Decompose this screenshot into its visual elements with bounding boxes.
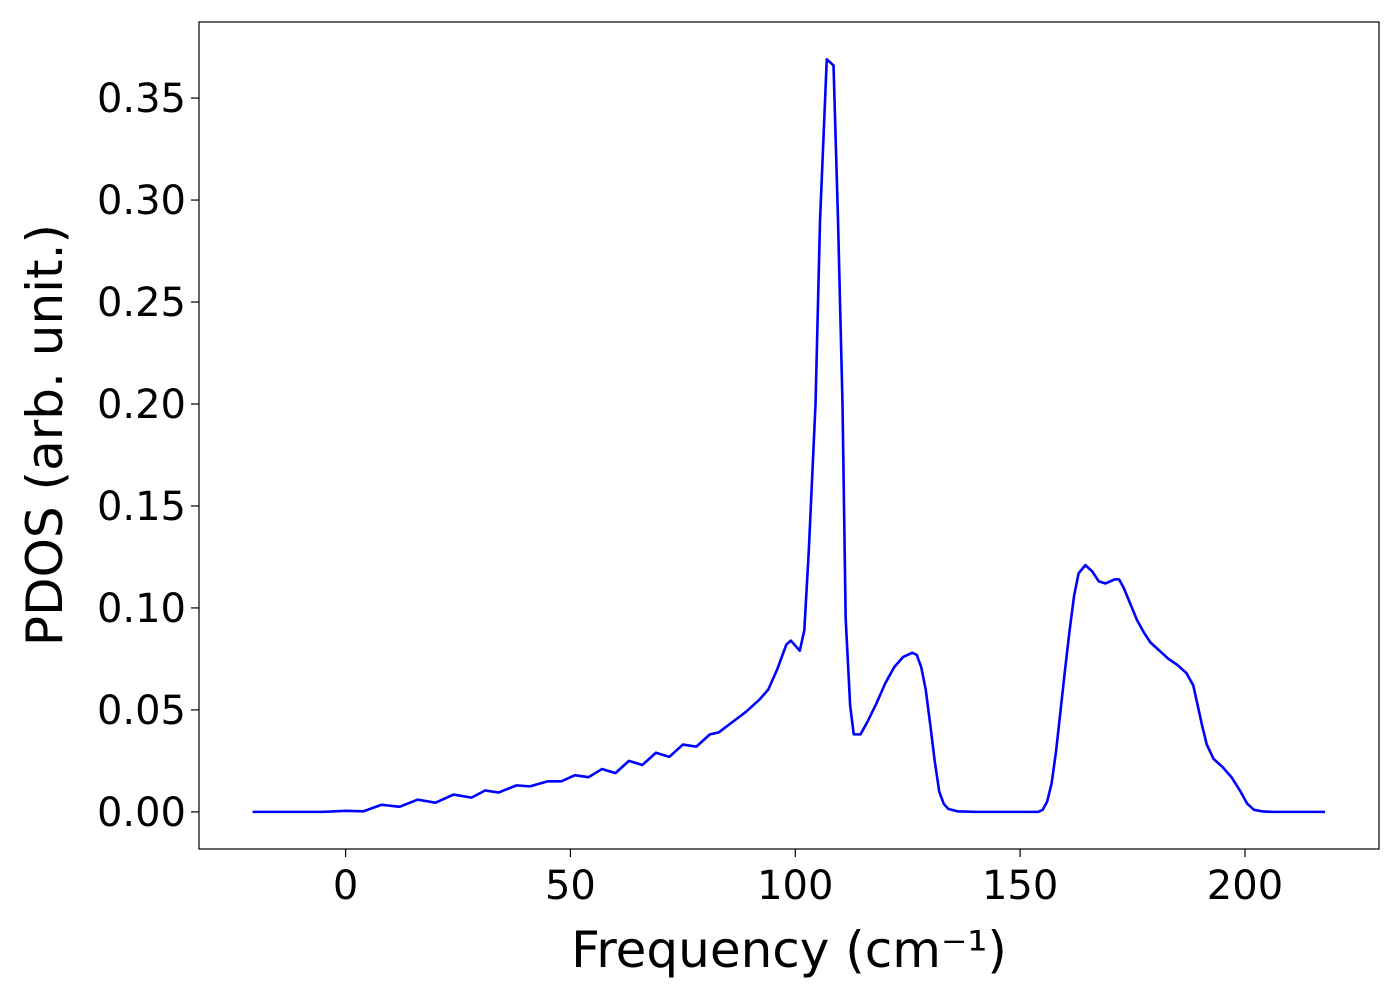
data-line <box>252 58 1326 814</box>
x-tick-label: 50 <box>545 863 596 909</box>
y-tick-label: 0.15 <box>97 484 186 530</box>
y-axis-label: PDOS (arb. unit.) <box>16 224 74 646</box>
y-tick-label: 0.05 <box>97 688 186 734</box>
x-tick-label: 200 <box>1207 863 1283 909</box>
plot-frame <box>198 21 1380 850</box>
y-tick-label: 0.00 <box>97 790 186 836</box>
y-tick-label: 0.30 <box>97 178 186 224</box>
y-tick-label: 0.10 <box>97 586 186 632</box>
x-tick-label: 100 <box>757 863 833 909</box>
x-tick-label: 0 <box>333 863 358 909</box>
y-tick-label: 0.25 <box>97 280 186 326</box>
y-tick-label: 0.20 <box>97 382 186 428</box>
y-tick-label: 0.35 <box>97 76 186 122</box>
x-tick-label: 150 <box>982 863 1058 909</box>
x-axis-label: Frequency (cm⁻¹) <box>571 921 1007 979</box>
